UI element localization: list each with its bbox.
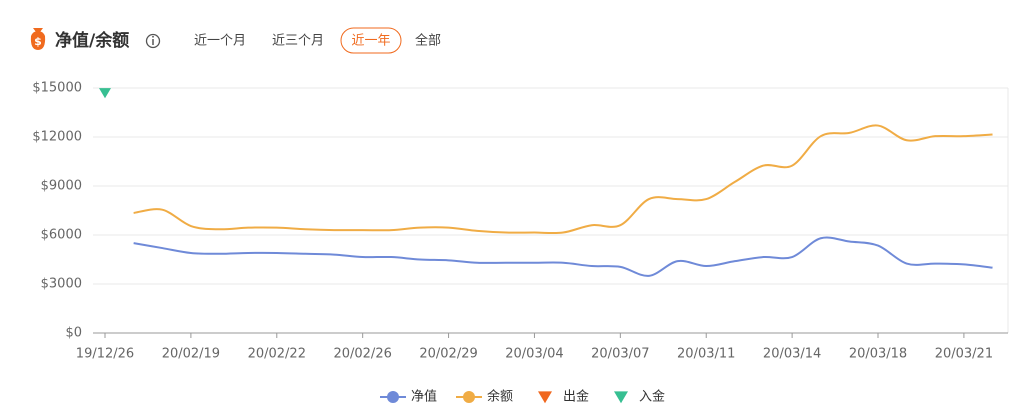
x-tick-label: 20/02/19 (162, 347, 220, 362)
legend-icon (463, 391, 475, 403)
x-tick-label: 20/02/22 (248, 347, 306, 362)
tab[interactable]: 全部 (415, 33, 441, 49)
tab[interactable]: 近一年 (351, 34, 390, 49)
y-tick-label: $12000 (32, 130, 82, 145)
tab-active-border (340, 27, 402, 54)
x-tick-label: 20/03/21 (935, 347, 993, 362)
legend-label[interactable]: 入金 (639, 389, 665, 405)
legend-icon (538, 391, 552, 404)
tab[interactable]: 近一个月 (194, 34, 246, 49)
series-line (133, 124, 993, 235)
legend-label[interactable]: 余额 (487, 389, 513, 405)
tab[interactable]: 近三个月 (272, 34, 324, 49)
y-tick-label: $3000 (41, 277, 82, 292)
plot: $0 $3000 $6000 $9000 $12000 $15000 19/12/26 20/… (32, 81, 1009, 362)
event-marker (99, 88, 111, 99)
money-icon: $ (30, 28, 46, 50)
svg-text:$: $ (34, 35, 42, 48)
y-tick-label: $15000 (32, 81, 82, 96)
series-line (133, 236, 993, 277)
x-tick-label: 19/12/26 (76, 347, 134, 362)
title: 净值/余额 (55, 30, 129, 51)
y-tick-label: $9000 (41, 179, 82, 194)
legend-icon (387, 391, 399, 403)
legend-icon (614, 391, 628, 404)
x-tick-label: 20/03/11 (677, 347, 735, 362)
x-tick-label: 20/03/14 (763, 347, 821, 362)
info-icon[interactable] (145, 33, 161, 49)
x-tick-label: 20/02/29 (419, 347, 477, 362)
x-tick-label: 20/03/18 (849, 347, 907, 362)
y-tick-label: $0 (65, 326, 82, 341)
x-tick-label: 20/03/04 (505, 347, 563, 362)
x-tick-label: 20/03/07 (591, 347, 649, 362)
legend-label[interactable]: 净值 (411, 389, 437, 405)
x-tick-label: 20/02/26 (333, 347, 391, 362)
y-tick-label: $6000 (41, 228, 82, 243)
legend-label[interactable]: 出金 (563, 389, 589, 405)
